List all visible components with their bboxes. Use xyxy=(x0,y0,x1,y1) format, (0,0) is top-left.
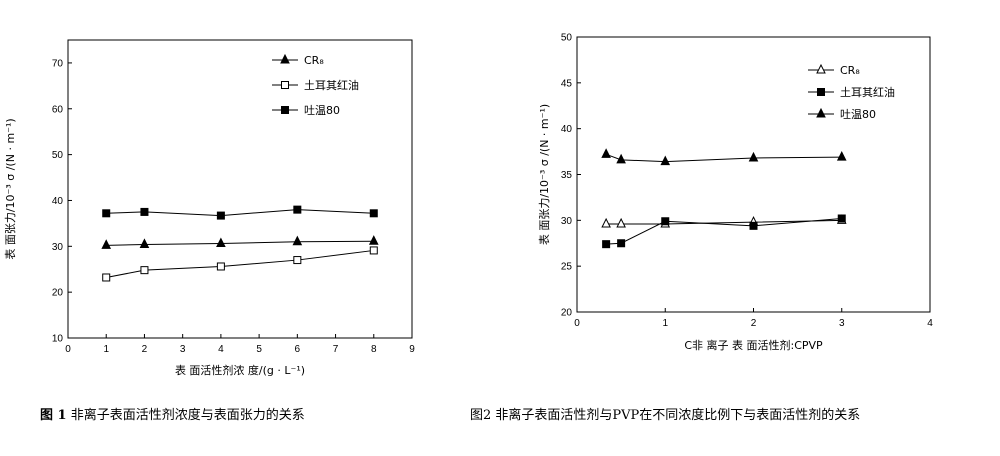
data-point xyxy=(602,240,611,249)
y-tick-label: 20 xyxy=(561,308,573,319)
legend-label: 土耳其红油 xyxy=(840,85,895,99)
chart-surface-tension-vs-ratio: 0 1 2 3 4 20 25 30 35 40 45 50 C非 离子 表 面活性剂:CPVP 表 面张… xyxy=(537,33,933,353)
y-tick-label: 40 xyxy=(52,196,64,207)
legend-label: 吐温80 xyxy=(304,104,340,117)
x-tick-label: 9 xyxy=(409,344,415,355)
y-tick-label: 25 xyxy=(561,262,573,273)
data-point xyxy=(369,246,378,255)
data-point xyxy=(216,211,225,220)
legend-marker xyxy=(281,106,289,114)
data-point xyxy=(139,238,150,248)
data-point xyxy=(101,239,112,249)
data-point xyxy=(216,262,225,271)
y-tick-label: 40 xyxy=(561,124,573,135)
plot-frame xyxy=(67,39,413,339)
data-point xyxy=(601,148,611,158)
x-tick-label: 3 xyxy=(180,344,186,355)
x-tick-label: 1 xyxy=(662,318,668,329)
x-tick-label: 6 xyxy=(295,344,301,355)
y-tick-label: 30 xyxy=(52,242,64,253)
legend-label: CR₈ xyxy=(304,54,324,67)
data-point xyxy=(216,237,226,248)
x-tick-label: 4 xyxy=(927,318,933,329)
y-tick-label: 50 xyxy=(52,150,64,161)
y-tick-label: 20 xyxy=(52,288,64,299)
x-tick-label: 3 xyxy=(839,318,845,329)
y-tick-label: 45 xyxy=(561,78,573,89)
data-point xyxy=(617,239,626,248)
series-line xyxy=(605,153,842,163)
data-point xyxy=(660,155,671,166)
data-point xyxy=(616,153,626,164)
data-point xyxy=(293,256,302,265)
data-point xyxy=(140,266,149,275)
figure-1-caption-text: 非离子表面活性剂浓度与表面张力的关系 xyxy=(66,408,305,423)
x-tick-label: 8 xyxy=(371,344,377,355)
data-point xyxy=(102,273,111,282)
data-point xyxy=(749,221,758,230)
legend-label: CR₈ xyxy=(840,64,860,77)
x-tick-label: 2 xyxy=(142,344,148,355)
figure-1-number: 图 1 xyxy=(40,408,67,423)
data-point xyxy=(837,214,846,223)
data-point xyxy=(369,209,378,218)
series-line xyxy=(606,219,842,225)
x-tick-label: 7 xyxy=(333,344,339,355)
data-point xyxy=(368,235,379,245)
data-point xyxy=(661,217,670,226)
data-point xyxy=(102,209,111,218)
x-axis-label: 表 面活性剂浓 度/(g · L⁻¹) xyxy=(175,363,305,377)
y-axis-label: 表 面张力/10⁻³ σ /(N · m⁻¹) xyxy=(3,118,17,259)
data-point xyxy=(140,207,149,216)
data-point xyxy=(293,205,302,214)
y-tick-label: 10 xyxy=(52,334,64,345)
x-tick-label: 0 xyxy=(65,344,71,355)
x-tick-label: 4 xyxy=(218,344,224,355)
y-axis-label: 表 面张力/10⁻³ σ /(N · m⁻¹) xyxy=(537,104,551,245)
figure-2-caption: 图2 非离子表面活性剂与PVP在不同浓度比例下与表面活性剂的关系 xyxy=(470,408,861,423)
data-point xyxy=(616,217,626,228)
legend-marker xyxy=(816,107,826,118)
figure-1-caption: 图 1 非离子表面活性剂浓度与表面张力的关系 xyxy=(40,404,305,423)
legend-marker xyxy=(817,88,825,96)
x-tick-label: 2 xyxy=(751,318,757,329)
x-axis-label: C非 离子 表 面活性剂:CPVP xyxy=(684,338,823,352)
x-tick-label: 0 xyxy=(574,318,580,329)
data-point xyxy=(836,150,847,161)
x-tick-label: 1 xyxy=(103,344,109,355)
data-point xyxy=(748,151,759,162)
legend-marker xyxy=(280,53,290,64)
data-point xyxy=(601,217,611,228)
chart-surface-tension-vs-concentration: 0 1 2 3 4 5 6 7 8 9 10 20 30 40 50 60 70 表 面活性剂浓 度/(g · L… xyxy=(3,39,415,377)
plot-frame xyxy=(576,36,931,313)
legend-label: 吐温80 xyxy=(840,108,876,121)
y-tick-label: 30 xyxy=(561,216,573,227)
y-tick-label: 60 xyxy=(52,104,64,115)
y-tick-label: 50 xyxy=(561,33,573,44)
legend-marker xyxy=(281,81,289,89)
y-tick-label: 35 xyxy=(561,170,573,181)
x-tick-label: 5 xyxy=(256,344,262,355)
legend-label: 土耳其红油 xyxy=(304,78,359,92)
y-tick-label: 70 xyxy=(52,58,64,69)
legend-marker xyxy=(816,63,826,74)
data-point xyxy=(292,235,303,246)
